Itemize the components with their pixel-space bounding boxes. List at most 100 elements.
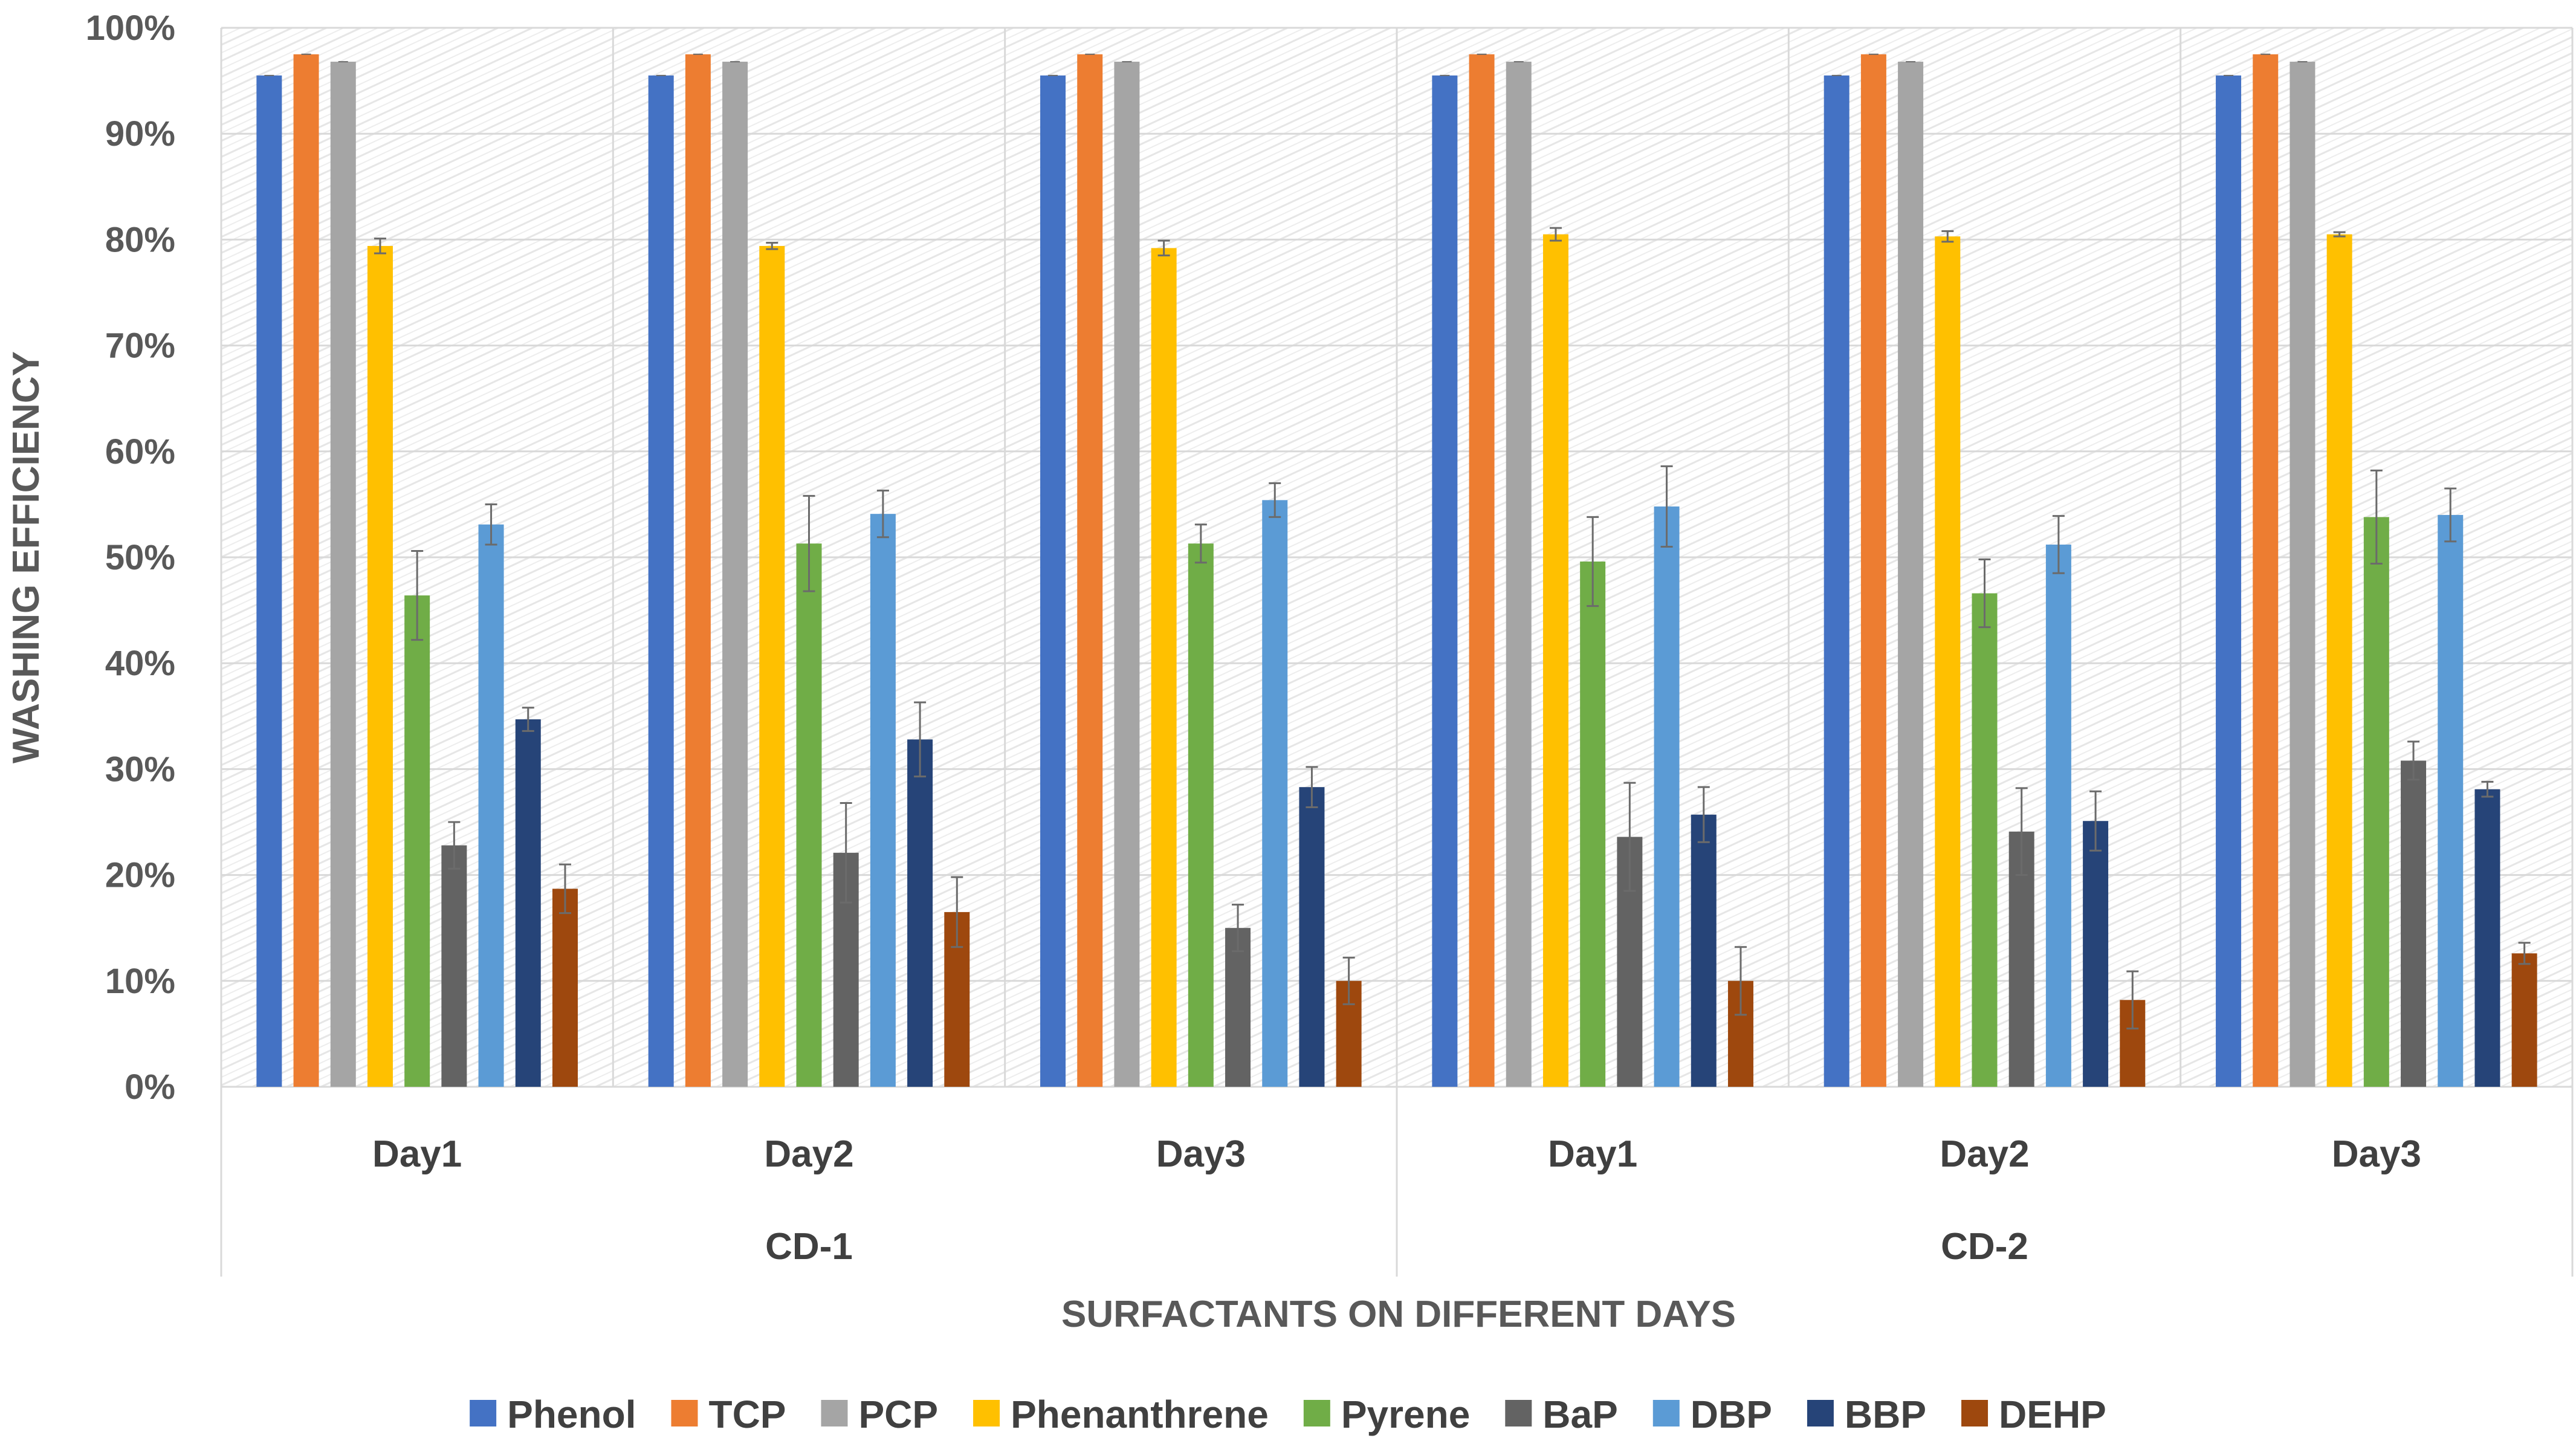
legend-label: BBP: [1845, 1393, 1926, 1436]
bar-phenanthrene-3: [1542, 234, 1568, 1087]
legend-swatch: [1652, 1400, 1680, 1426]
bar-pyrene-4: [1972, 593, 1998, 1087]
bar-bbp-2: [1299, 787, 1325, 1087]
category-separators: [220, 28, 2574, 1277]
bar-bbp-4: [2083, 821, 2109, 1087]
legend-label: DEHP: [1999, 1393, 2106, 1436]
legend: Phenol TCP PCP Phenanthrene Pyrene BaP DBP BBP D…: [470, 1393, 2106, 1436]
bar-phenol-2: [1040, 75, 1066, 1087]
error-bars: [264, 53, 2531, 1030]
bar-bap-0: [441, 845, 467, 1087]
bar-dbp-5: [2438, 514, 2464, 1087]
y-axis-ticks: 0% 10% 20% 30% 40% 50% 60% 70% 80% 90% 100%: [86, 8, 175, 1107]
legend-swatch: [1505, 1400, 1532, 1426]
bar-pyrene-2: [1188, 543, 1214, 1087]
legend-item-bbp: BBP: [1807, 1393, 1926, 1436]
bar-phenanthrene-4: [1935, 236, 1961, 1087]
bar-phenol-5: [2216, 75, 2242, 1087]
bar-bap-5: [2401, 760, 2427, 1087]
legend-swatch: [1807, 1400, 1834, 1426]
y-tick-label: 0%: [125, 1067, 175, 1107]
legend-swatch: [973, 1400, 1000, 1426]
legend-item-dehp: DEHP: [1961, 1393, 2106, 1436]
y-tick-label: 70%: [105, 326, 175, 366]
bar-phenol-0: [256, 75, 282, 1087]
legend-swatch: [671, 1400, 698, 1426]
x-category-label: Day1: [372, 1133, 462, 1175]
bar-tcp-1: [685, 54, 711, 1087]
bar-pcp-3: [1506, 62, 1532, 1087]
bar-dbp-1: [870, 514, 896, 1087]
legend-item-phenanthrene: Phenanthrene: [973, 1393, 1269, 1436]
legend-swatch: [821, 1400, 848, 1426]
x-category-label: Day2: [764, 1133, 853, 1175]
y-tick-label: 30%: [105, 750, 175, 789]
bar-dbp-4: [2045, 544, 2071, 1087]
legend-item-tcp: TCP: [671, 1393, 786, 1436]
legend-item-dbp: DBP: [1652, 1393, 1772, 1436]
bar-bbp-3: [1691, 814, 1717, 1087]
y-tick-label: 20%: [105, 856, 175, 895]
bars: [256, 54, 2537, 1087]
bar-pcp-4: [1898, 62, 1924, 1087]
bar-phenanthrene-5: [2326, 234, 2352, 1087]
bar-pcp-1: [722, 62, 748, 1087]
bar-pyrene-5: [2363, 517, 2389, 1087]
y-axis-title: WASHING EFFICIENCY: [5, 351, 47, 763]
bar-dbp-3: [1654, 506, 1680, 1087]
bar-phenanthrene-1: [759, 245, 785, 1087]
bar-dehp-0: [552, 889, 578, 1087]
bar-dbp-0: [478, 524, 504, 1087]
bar-phenol-4: [1824, 75, 1849, 1087]
legend-label: Pyrene: [1341, 1393, 1470, 1436]
legend-swatch: [470, 1400, 497, 1426]
x-category-label: Day2: [1940, 1133, 2029, 1175]
bar-bbp-5: [2474, 789, 2500, 1087]
bar-bbp-1: [907, 739, 933, 1087]
bar-bap-2: [1225, 928, 1251, 1087]
bar-phenanthrene-0: [367, 245, 393, 1087]
bar-tcp-0: [293, 54, 319, 1087]
legend-item-pcp: PCP: [821, 1393, 938, 1436]
x-axis-categories: Day1 Day2 Day3 Day1 Day2 Day3: [372, 1133, 2421, 1175]
bar-pcp-2: [1114, 62, 1140, 1087]
legend-item-phenol: Phenol: [470, 1393, 636, 1436]
legend-swatch: [1303, 1400, 1330, 1426]
y-tick-label: 10%: [105, 962, 175, 1001]
legend-label: DBP: [1691, 1393, 1772, 1436]
bar-tcp-4: [1860, 54, 1886, 1087]
legend-label: Phenol: [507, 1393, 636, 1436]
bar-pcp-5: [2290, 62, 2315, 1087]
y-tick-label: 60%: [105, 432, 175, 471]
x-group-label: CD-2: [1941, 1226, 2028, 1268]
bar-dbp-2: [1262, 500, 1288, 1087]
x-axis-title: SURFACTANTS ON DIFFERENT DAYS: [1061, 1294, 1736, 1335]
legend-label: Phenanthrene: [1011, 1393, 1269, 1436]
bar-phenanthrene-2: [1151, 248, 1177, 1087]
legend-item-pyrene: Pyrene: [1303, 1393, 1470, 1436]
bar-pyrene-3: [1580, 562, 1606, 1087]
legend-item-bap: BaP: [1505, 1393, 1618, 1436]
x-group-label: CD-1: [765, 1226, 853, 1268]
x-category-label: Day3: [1156, 1133, 1246, 1175]
bar-dehp-5: [2511, 953, 2537, 1087]
legend-swatch: [1961, 1400, 1989, 1426]
bar-tcp-5: [2253, 54, 2279, 1087]
bar-pcp-0: [330, 62, 356, 1087]
legend-label: BaP: [1542, 1393, 1618, 1436]
bar-bbp-0: [515, 719, 541, 1087]
bar-pyrene-0: [404, 595, 430, 1087]
x-axis-groups: CD-1 CD-2: [765, 1226, 2028, 1268]
bar-pyrene-1: [796, 543, 822, 1087]
y-tick-label: 50%: [105, 538, 175, 577]
y-tick-label: 40%: [105, 644, 175, 683]
bar-phenol-3: [1432, 75, 1458, 1087]
y-tick-label: 90%: [105, 114, 175, 154]
y-tick-label: 100%: [86, 8, 175, 48]
legend-label: PCP: [858, 1393, 938, 1436]
bar-phenol-1: [648, 75, 674, 1087]
x-category-label: Day1: [1548, 1133, 1637, 1175]
bar-tcp-2: [1077, 54, 1103, 1087]
bar-tcp-3: [1469, 54, 1495, 1087]
